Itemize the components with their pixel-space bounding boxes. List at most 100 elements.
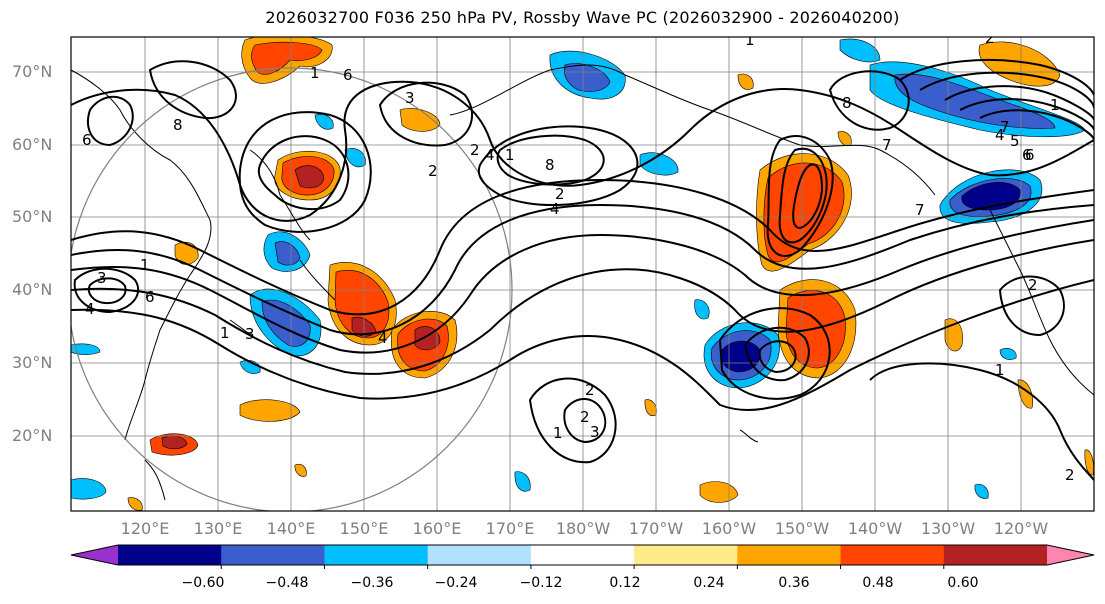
anomaly-positive bbox=[1084, 449, 1094, 476]
contour-label: 6 bbox=[1025, 146, 1035, 164]
lon-label: 140°W bbox=[847, 519, 903, 538]
anomaly-positive bbox=[127, 497, 143, 511]
lat-label: 40°N bbox=[12, 280, 53, 299]
anomaly-negative bbox=[563, 63, 611, 92]
lon-label: 140°E bbox=[266, 519, 316, 538]
lon-label: 170°E bbox=[485, 519, 535, 538]
contour-label: 6 bbox=[145, 288, 155, 306]
anomaly-positive bbox=[294, 165, 325, 189]
anomaly-positive bbox=[699, 481, 739, 503]
contour-label: 5 bbox=[1010, 132, 1020, 150]
lon-label: 150°E bbox=[339, 519, 389, 538]
contour-label: 2 bbox=[585, 381, 595, 399]
colorbar-segment bbox=[943, 545, 1048, 565]
colorbar-tick-label: −0.12 bbox=[519, 575, 563, 591]
contour-label: 2 bbox=[580, 408, 590, 426]
contour-label: 4 bbox=[550, 200, 560, 218]
anomaly-negative bbox=[839, 38, 881, 63]
anomaly-positive bbox=[399, 108, 441, 132]
contour-label: 2 bbox=[470, 141, 480, 159]
contour-label: 4 bbox=[485, 146, 495, 164]
contour-label: 1 bbox=[140, 256, 150, 274]
anomaly-negative bbox=[514, 471, 531, 492]
lat-label: 70°N bbox=[12, 62, 53, 81]
contour-label: 2 bbox=[1065, 466, 1075, 484]
contour-label: 6 bbox=[1022, 146, 1032, 164]
colorbar-segment bbox=[530, 545, 635, 565]
lon-label: 120°W bbox=[993, 519, 1049, 538]
contour-label: 6 bbox=[343, 66, 353, 84]
contour-label: 8 bbox=[173, 116, 183, 134]
colorbar-segment bbox=[840, 545, 945, 565]
pv-anomaly-shading bbox=[71, 37, 1094, 511]
colorbar-segment bbox=[221, 545, 325, 565]
colorbar-tick-label: −0.60 bbox=[181, 575, 225, 591]
contour-label: 3 bbox=[97, 269, 107, 287]
contour-label: 4 bbox=[995, 126, 1005, 144]
contour-label: 1 bbox=[553, 424, 563, 442]
lon-label: 170°W bbox=[628, 519, 684, 538]
contour-label: 3 bbox=[245, 325, 255, 343]
colorbar-extend-low bbox=[71, 545, 118, 565]
map-title: 2026032700 F036 250 hPa PV, Rossby Wave … bbox=[265, 8, 900, 27]
colorbar-segment bbox=[427, 545, 532, 565]
lon-label: 120°E bbox=[120, 519, 170, 538]
colorbar-tick-label: 0.24 bbox=[693, 575, 725, 591]
contour-label: 1 bbox=[1050, 96, 1060, 114]
colorbar-tick-label: −0.48 bbox=[265, 575, 309, 591]
map-frame-border bbox=[70, 36, 1095, 512]
pv-contours bbox=[71, 59, 1094, 481]
contour-label: 8 bbox=[545, 156, 555, 174]
lon-label: 160°W bbox=[701, 519, 757, 538]
lat-label: 30°N bbox=[12, 353, 53, 372]
contour-label: 7 bbox=[1000, 118, 1010, 136]
anomaly-negative bbox=[344, 148, 366, 168]
anomaly-negative bbox=[694, 299, 710, 320]
anomaly-positive bbox=[737, 73, 754, 90]
contour-labels: 1 6 8 6 3 2 2 4 8 4 1 2 1 6 4 3 1 3 4 2 … bbox=[82, 29, 1075, 484]
contour-label: 1 bbox=[310, 64, 320, 82]
lat-label: 20°N bbox=[12, 426, 53, 445]
lat-label: 50°N bbox=[12, 207, 53, 226]
anomaly-positive bbox=[294, 463, 307, 477]
contour-label: 1 bbox=[745, 31, 755, 49]
colorbar-tick-label: 0.60 bbox=[947, 575, 979, 591]
anomaly-positive bbox=[978, 41, 1061, 87]
anomaly-positive bbox=[251, 41, 323, 75]
anomaly-negative bbox=[999, 348, 1017, 360]
anomaly-negative bbox=[71, 343, 101, 355]
colorbar-segment bbox=[634, 545, 738, 565]
contour-label: 7 bbox=[882, 136, 892, 154]
anomaly-positive bbox=[239, 399, 301, 422]
anomaly-negative bbox=[71, 478, 107, 500]
colorbar-tick-label: −0.36 bbox=[350, 575, 394, 591]
anomaly-negative bbox=[974, 483, 989, 499]
colorbar-tick-label: 0.48 bbox=[862, 575, 894, 591]
contour-label: 2 bbox=[985, 29, 995, 47]
colorbar-segment bbox=[737, 545, 842, 565]
contour-label: 3 bbox=[590, 423, 600, 441]
anomaly-negative bbox=[894, 73, 1056, 129]
colorbar-extend-high bbox=[1047, 545, 1094, 565]
contour-label: 2 bbox=[555, 185, 565, 203]
colorbar bbox=[70, 544, 1095, 569]
contour-label: 8 bbox=[842, 94, 852, 112]
colorbar-outline bbox=[70, 544, 1095, 566]
lon-label: 130°E bbox=[193, 519, 243, 538]
lat-label: 60°N bbox=[12, 135, 53, 154]
contour-label: 2 bbox=[1028, 276, 1038, 294]
contour-label: 4 bbox=[378, 329, 388, 347]
contour-label: 1 bbox=[995, 361, 1005, 379]
colorbar-tick-label: 0.12 bbox=[609, 575, 641, 591]
lon-label: 130°W bbox=[920, 519, 976, 538]
colorbar-segment bbox=[118, 545, 222, 565]
anomaly-positive bbox=[334, 270, 390, 339]
contour-label: 7 bbox=[915, 201, 925, 219]
contour-label: 4 bbox=[85, 300, 95, 318]
colorbar-segment bbox=[324, 545, 429, 565]
colorbar-tick-label: −0.24 bbox=[434, 575, 478, 591]
contour-label: 3 bbox=[405, 89, 415, 107]
anomaly-negative bbox=[314, 113, 334, 130]
contour-label: 6 bbox=[82, 131, 92, 149]
anomaly-negative bbox=[274, 241, 301, 266]
